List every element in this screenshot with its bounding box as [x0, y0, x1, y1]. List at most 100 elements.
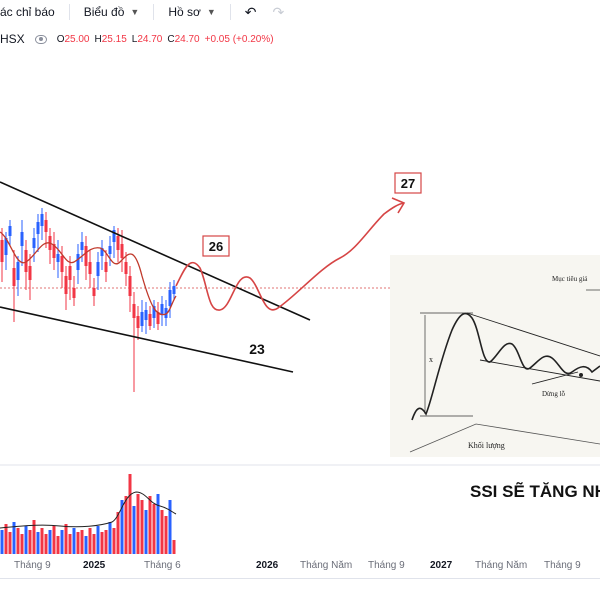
time-axis-label: Tháng Năm — [300, 560, 353, 571]
volume-bar — [104, 530, 108, 554]
candle-body — [92, 288, 96, 296]
close-value: 24.70 — [174, 33, 200, 45]
candle-body — [124, 262, 128, 274]
volume-bar — [52, 526, 56, 554]
candle-body — [44, 220, 48, 232]
candle-body — [172, 286, 176, 294]
volume-bar — [100, 532, 104, 554]
volume-bar — [8, 532, 12, 554]
volume-bar — [140, 500, 144, 554]
time-axis-label: 2027 — [430, 560, 453, 571]
target-box-27 — [394, 172, 422, 194]
profile-menu-label: Hồ sơ — [168, 5, 201, 19]
resistance-box-26 — [202, 235, 230, 257]
volume-bar — [96, 526, 100, 554]
volume-bar — [112, 528, 116, 554]
candle-body — [12, 268, 16, 286]
volume-bar — [0, 530, 4, 554]
volume-bar — [108, 522, 112, 554]
candle-body — [80, 242, 84, 250]
candle-body — [112, 230, 116, 242]
undo-icon[interactable]: ↶ — [244, 3, 257, 20]
low-value: 24.70 — [137, 33, 163, 45]
volume-bar — [84, 536, 88, 554]
inset-lower-line — [479, 359, 600, 382]
time-axis-label: Tháng 9 — [544, 560, 581, 571]
volume-bar — [24, 526, 28, 554]
chevron-down-icon: ▼ — [206, 7, 216, 17]
candle-body — [36, 222, 40, 234]
volume-bar — [64, 524, 68, 554]
volume-bar — [28, 530, 32, 554]
candle-body — [28, 266, 32, 280]
volume-bar — [72, 528, 76, 554]
top-toolbar: ác chỉ báo Biểu đồ ▼ Hồ sơ ▼ ↶ ↷ — [0, 0, 600, 24]
volume-bar — [12, 522, 16, 554]
volume-average-line — [0, 491, 177, 529]
candle-body — [8, 226, 12, 236]
volume-bar — [56, 536, 60, 554]
volume-bar — [76, 532, 80, 554]
support-label-23: 23 — [249, 341, 265, 357]
candle-body — [160, 304, 164, 314]
toolbar-divider — [229, 4, 231, 20]
candle-body — [156, 312, 160, 324]
candle-body — [136, 316, 140, 328]
inset-x-label: x — [429, 355, 433, 364]
candle-body — [40, 214, 44, 226]
candle-body — [24, 250, 28, 272]
candle-body — [128, 276, 132, 296]
candle-body — [104, 262, 108, 272]
candle-body — [108, 246, 112, 254]
eye-icon[interactable] — [34, 34, 47, 44]
inset-upper-line — [466, 312, 600, 357]
candle-body — [140, 312, 144, 326]
volume-bar — [60, 530, 64, 554]
inset-volume-guide — [409, 423, 600, 453]
inset-price-path — [411, 312, 600, 421]
candle-body — [152, 306, 156, 318]
volume-bar — [32, 520, 36, 554]
volume-bar — [164, 516, 168, 554]
volume-bar — [168, 500, 172, 554]
candle-body — [120, 244, 124, 258]
volume-bar — [152, 504, 156, 554]
indicators-menu[interactable]: ác chỉ báo — [0, 5, 55, 19]
symbol-exchange[interactable]: HSX — [0, 32, 25, 46]
candle-body — [96, 262, 100, 276]
projection-arrow-icon — [391, 197, 406, 214]
time-axis: Tháng 9 2025 Tháng 6 2026 Tháng Năm Thán… — [0, 556, 600, 576]
volume-bar — [80, 530, 84, 554]
chart-menu[interactable]: Biểu đồ ▼ — [84, 5, 140, 19]
volume-bar — [160, 510, 164, 554]
profile-menu[interactable]: Hồ sơ ▼ — [168, 5, 215, 19]
indicators-label: ác chỉ báo — [0, 5, 55, 19]
volume-bar — [4, 524, 8, 554]
candle-body — [116, 236, 120, 250]
volume-bar — [44, 534, 48, 554]
inset-volume-label: Khối lượng — [468, 441, 505, 450]
time-axis-label: Tháng 6 — [144, 560, 181, 571]
candle-body — [84, 246, 88, 266]
open-label: O — [56, 33, 65, 45]
time-axis-label: Tháng 9 — [14, 560, 51, 571]
redo-icon[interactable]: ↷ — [272, 3, 285, 20]
moving-average-line — [0, 231, 177, 316]
toolbar-divider — [153, 4, 155, 20]
lower-trendline — [0, 306, 294, 373]
inset-stop-point — [579, 373, 583, 377]
chart-menu-label: Biểu đồ — [83, 5, 125, 19]
time-axis-label: Tháng Năm — [475, 560, 528, 571]
volume-bar — [144, 510, 148, 554]
volume-bar — [48, 530, 52, 554]
volume-bar — [116, 512, 120, 554]
headline-text: SSI SẼ TĂNG NH — [470, 481, 600, 501]
target-label-27: 27 — [401, 176, 415, 191]
time-axis-label: 2025 — [83, 560, 106, 571]
chevron-down-icon: ▼ — [130, 7, 140, 17]
close-label: C — [167, 33, 175, 45]
open-value: 25.00 — [64, 33, 90, 45]
volume-bar — [88, 528, 92, 554]
candle-body — [168, 290, 172, 306]
